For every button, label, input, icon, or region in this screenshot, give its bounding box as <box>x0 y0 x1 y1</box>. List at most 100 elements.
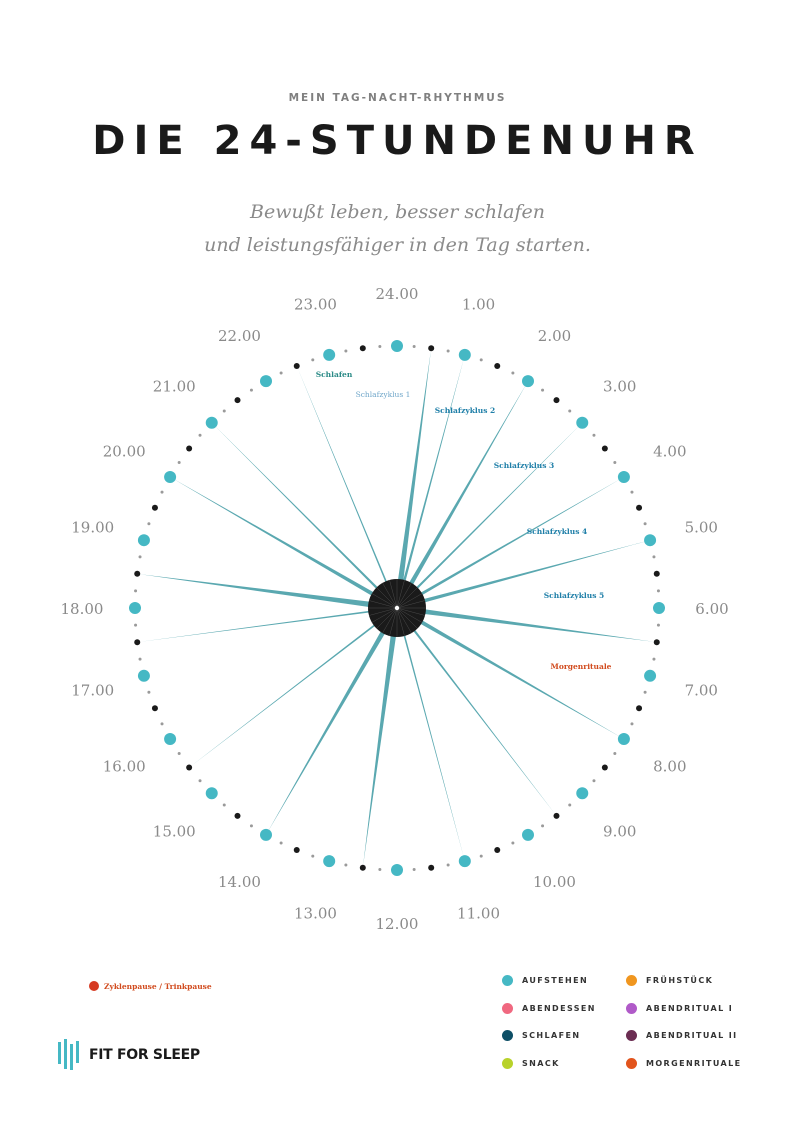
quarter-dot <box>344 863 348 867</box>
clock-ray <box>139 607 398 642</box>
quarter-dot <box>643 690 647 694</box>
legend-label: SCHLAFEN <box>522 1031 581 1040</box>
segment-label: Schlafzyklus 4 <box>527 527 588 536</box>
legend-label: ABENDRITUAL II <box>646 1031 738 1040</box>
half-hour-dot <box>293 847 300 854</box>
hour-label: 2.00 <box>538 327 571 345</box>
hour-label: 14.00 <box>218 873 261 891</box>
half-hour-dot <box>601 445 608 452</box>
hub-spoke <box>368 600 398 609</box>
quarter-dot <box>652 657 656 661</box>
hour-labels: 24.00 1.00 2.00 3.00 4.00 5.00 6.00 7.00 8.00 9.0… <box>61 285 729 933</box>
subtitle-line-2: und leistungsfähiger in den Tag starten. <box>204 234 591 256</box>
pause-dot <box>89 981 99 991</box>
hour-dot <box>129 602 141 614</box>
hour-label: 11.00 <box>457 904 500 922</box>
quarter-dot <box>311 358 315 362</box>
segment-label: Schlafzyklus 1 <box>356 390 411 399</box>
hub-spoke <box>396 607 423 623</box>
legend-label: AUFSTEHEN <box>522 976 589 985</box>
hub-spoke <box>396 607 405 637</box>
hour-label: 3.00 <box>603 377 636 395</box>
quarter-dot <box>198 779 202 783</box>
hour-dot <box>391 340 403 352</box>
clock-ray <box>213 424 398 609</box>
legend-dot <box>626 1057 637 1069</box>
hub-spoke <box>376 607 398 629</box>
legend-item: MORGENRITUALE <box>626 1057 741 1069</box>
hour-dot <box>391 864 403 876</box>
legend-dot <box>502 1057 513 1069</box>
legend-item: ABENDESSEN <box>502 1002 596 1014</box>
segment-label: Schlafzyklus 5 <box>544 591 605 600</box>
hour-label: 4.00 <box>653 443 686 461</box>
legend-item: FRÜHSTÜCK <box>626 975 713 986</box>
segment-label: Schlafzyklus 2 <box>435 406 496 415</box>
half-hour-dot <box>653 639 660 646</box>
half-hour-dot <box>428 345 435 352</box>
segment-label: Schlafzyklus 3 <box>494 461 555 470</box>
half-hour-dot <box>553 812 560 819</box>
clock-diagram: 24.00 1.00 2.00 3.00 4.00 5.00 6.00 7.00 8.00 9.0… <box>61 285 729 933</box>
quarter-dot <box>412 345 416 349</box>
hour-dot <box>458 348 471 361</box>
clock-ray <box>396 424 581 609</box>
hour-label: 23.00 <box>294 296 337 314</box>
quarter-dot <box>177 752 181 756</box>
clock-hub <box>368 579 426 637</box>
half-hour-dot <box>134 570 141 577</box>
legend-item: SCHLAFEN <box>502 1030 580 1041</box>
quarter-dot <box>541 388 545 392</box>
legend-dot <box>626 975 637 986</box>
half-hour-dot <box>151 705 158 712</box>
hub-spoke <box>396 582 412 609</box>
quarter-dot <box>592 779 596 783</box>
half-hour-dot <box>134 639 141 646</box>
hour-label: 21.00 <box>153 377 196 395</box>
subtitle: Bewußt leben, besser schlafen und leistu… <box>0 196 795 262</box>
hub-spoke <box>396 607 426 616</box>
hub-spoke <box>368 607 398 616</box>
quarter-dot <box>249 388 253 392</box>
quarter-dot <box>656 623 660 627</box>
hour-label: 8.00 <box>653 758 686 776</box>
clock-ray <box>396 478 623 610</box>
clock-ray <box>139 574 398 611</box>
hour-dot <box>576 787 589 800</box>
quarter-dot <box>652 555 656 559</box>
hub-spoke <box>389 607 398 637</box>
half-hour-dot <box>653 570 660 577</box>
pause-label: Zyklenpause / Trinkpause <box>104 981 212 991</box>
clock-ray <box>190 607 398 767</box>
hub-spoke <box>396 587 418 609</box>
hour-label: 22.00 <box>218 327 261 345</box>
clock-ray <box>363 607 400 866</box>
quarter-dot <box>279 371 283 375</box>
quarter-dot <box>568 409 572 413</box>
legend-dot <box>626 1030 637 1041</box>
quarter-dot <box>198 433 202 437</box>
half-hour-dot <box>186 445 193 452</box>
quarter-dot <box>412 867 416 871</box>
hour-dot <box>458 855 471 868</box>
quarter-dot <box>160 490 164 494</box>
quarter-dot <box>222 803 226 807</box>
quarter-dot <box>511 371 515 375</box>
hour-label: 13.00 <box>294 904 337 922</box>
half-hour-dot <box>293 362 300 369</box>
logo-text: FIT FOR SLEEP <box>89 1047 200 1063</box>
legend-item: SNACK <box>502 1057 560 1069</box>
hour-label: 5.00 <box>685 518 718 536</box>
half-hour-dot <box>428 864 435 871</box>
quarter-dot <box>134 623 138 627</box>
half-hour-dot <box>494 362 501 369</box>
clock-ray <box>396 607 465 860</box>
hub-spoke <box>396 579 405 609</box>
clock-ray <box>267 606 400 834</box>
quarter-dot <box>378 867 382 871</box>
hour-label: 17.00 <box>71 682 114 700</box>
quarter-dot <box>249 824 253 828</box>
quarter-dot <box>613 460 617 464</box>
quarter-dot <box>160 722 164 726</box>
pause-legend: Zyklenpause / Trinkpause <box>89 981 212 991</box>
